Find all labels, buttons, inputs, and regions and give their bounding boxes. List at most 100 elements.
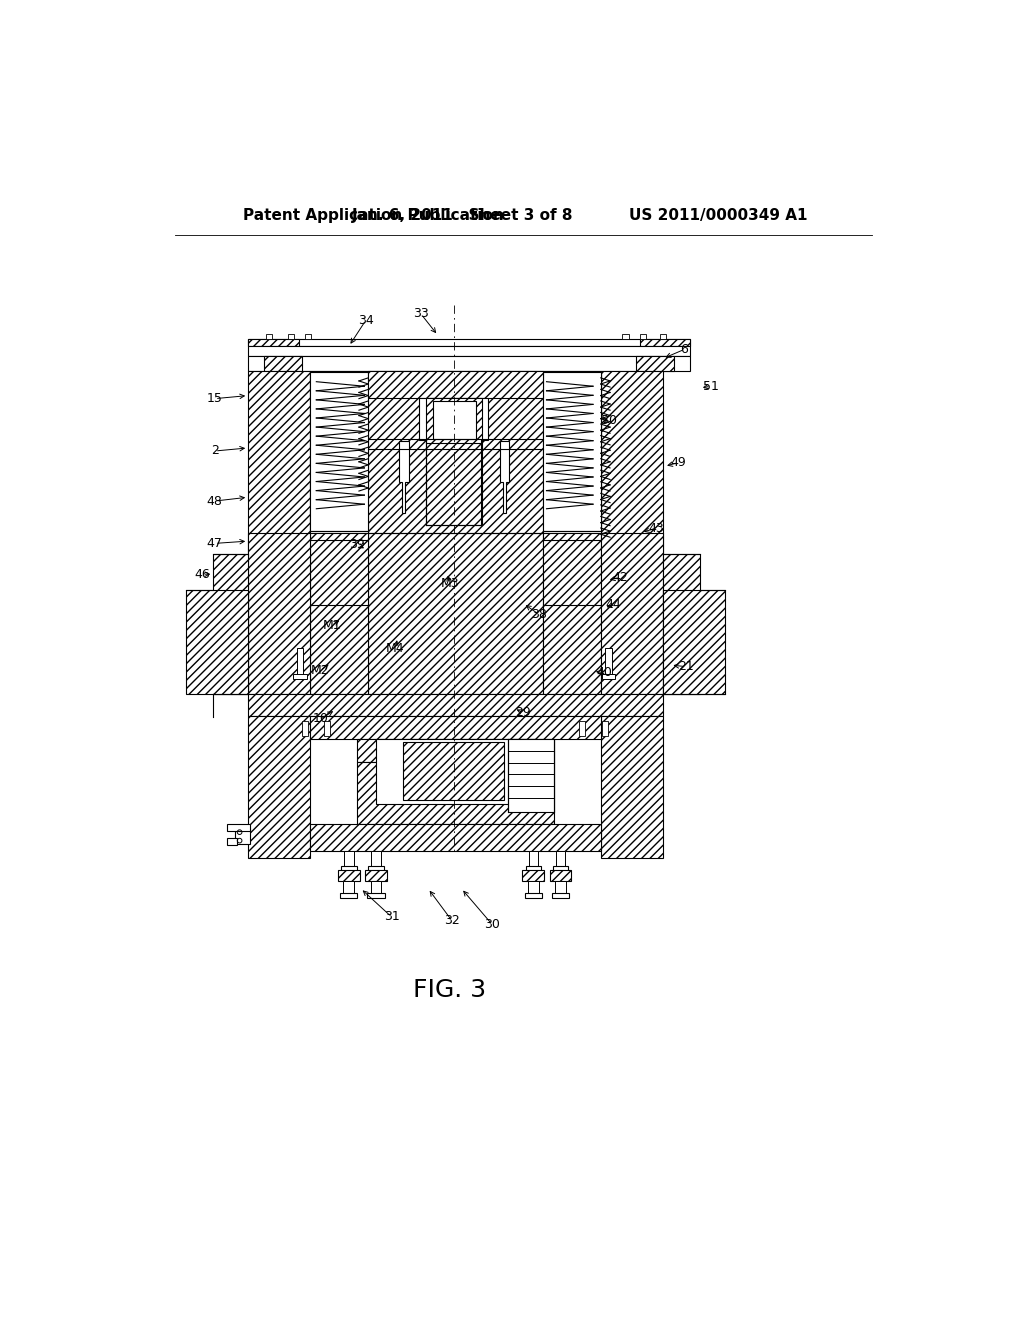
Bar [186,590,248,694]
Bar [297,648,303,675]
Bar [344,850,353,867]
Bar [371,880,381,892]
Bar [248,339,690,346]
Bar [266,334,272,339]
Bar [552,892,569,898]
Bar [369,371,543,397]
Bar [601,715,663,858]
Text: 32: 32 [444,915,460,927]
Bar [288,334,294,339]
Bar [543,531,601,540]
Polygon shape [500,441,509,512]
Bar [343,880,354,892]
Text: 33: 33 [413,308,429,321]
Bar [213,554,248,694]
Bar [310,824,601,850]
Text: 43: 43 [648,521,665,535]
Bar [601,371,663,694]
Bar [293,673,307,678]
Bar [369,866,384,871]
Text: M1: M1 [323,619,341,631]
Bar [524,892,542,898]
Bar [605,648,611,675]
Text: FIG. 3: FIG. 3 [413,978,486,1002]
Bar [310,531,369,540]
Text: 39: 39 [349,539,366,552]
Text: 21: 21 [678,660,694,673]
Bar [305,334,311,339]
Bar [248,371,310,694]
Bar [324,721,331,737]
Text: 38: 38 [530,607,547,620]
Text: 50: 50 [600,413,616,426]
Bar [248,339,299,346]
Text: 29: 29 [515,706,531,719]
Bar [366,870,387,880]
Bar [419,397,488,441]
Bar [302,721,308,737]
Text: M4: M4 [386,642,404,655]
Bar [369,533,543,694]
Bar [636,355,675,371]
Bar [555,880,566,892]
Text: Patent Application Publication: Patent Application Publication [243,207,504,223]
Bar [376,739,535,804]
Bar [227,825,251,830]
Polygon shape [399,441,409,512]
Text: 30: 30 [484,917,500,931]
Bar [248,694,663,715]
Bar [601,533,663,694]
Bar [372,850,381,867]
Text: 10: 10 [312,713,328,726]
Text: 15: 15 [207,392,223,405]
Bar [234,829,251,843]
Text: Jan. 6, 2011   Sheet 3 of 8: Jan. 6, 2011 Sheet 3 of 8 [352,207,573,223]
Bar [432,401,476,440]
Bar [310,371,369,533]
Bar [248,355,690,371]
Bar [341,866,356,871]
Bar [248,533,310,694]
Text: M3: M3 [440,577,459,590]
Bar [601,721,607,737]
Text: M2: M2 [311,664,330,677]
Bar [543,371,601,533]
Bar [623,334,629,339]
Bar [579,721,586,737]
Text: 2: 2 [211,445,219,458]
Bar [659,334,666,339]
Bar [310,715,601,739]
Bar [369,371,543,694]
Bar [310,533,369,694]
Bar [640,339,690,346]
Bar [543,533,601,694]
Bar [528,880,539,892]
Bar [403,742,504,800]
Bar [227,837,237,845]
Text: 47: 47 [207,537,223,550]
Text: 49: 49 [671,455,686,469]
Bar [508,739,554,812]
Bar [556,850,565,867]
Bar [356,762,554,824]
Bar [528,850,538,867]
Text: US 2011/0000349 A1: US 2011/0000349 A1 [630,207,808,223]
Text: 44: 44 [605,598,621,611]
Bar [248,715,310,858]
Bar [550,870,571,880]
Text: 31: 31 [384,911,399,924]
Bar [663,590,725,694]
Text: 42: 42 [612,570,628,583]
Bar [426,397,482,525]
Bar [368,892,385,898]
Text: 48: 48 [207,495,223,508]
Bar [663,554,700,694]
Bar [263,355,302,371]
Text: 34: 34 [358,314,374,326]
Bar [601,673,615,678]
Bar [525,866,541,871]
Bar [553,866,568,871]
Text: 51: 51 [702,380,719,393]
Text: 40: 40 [597,667,612,680]
Bar [248,346,690,355]
